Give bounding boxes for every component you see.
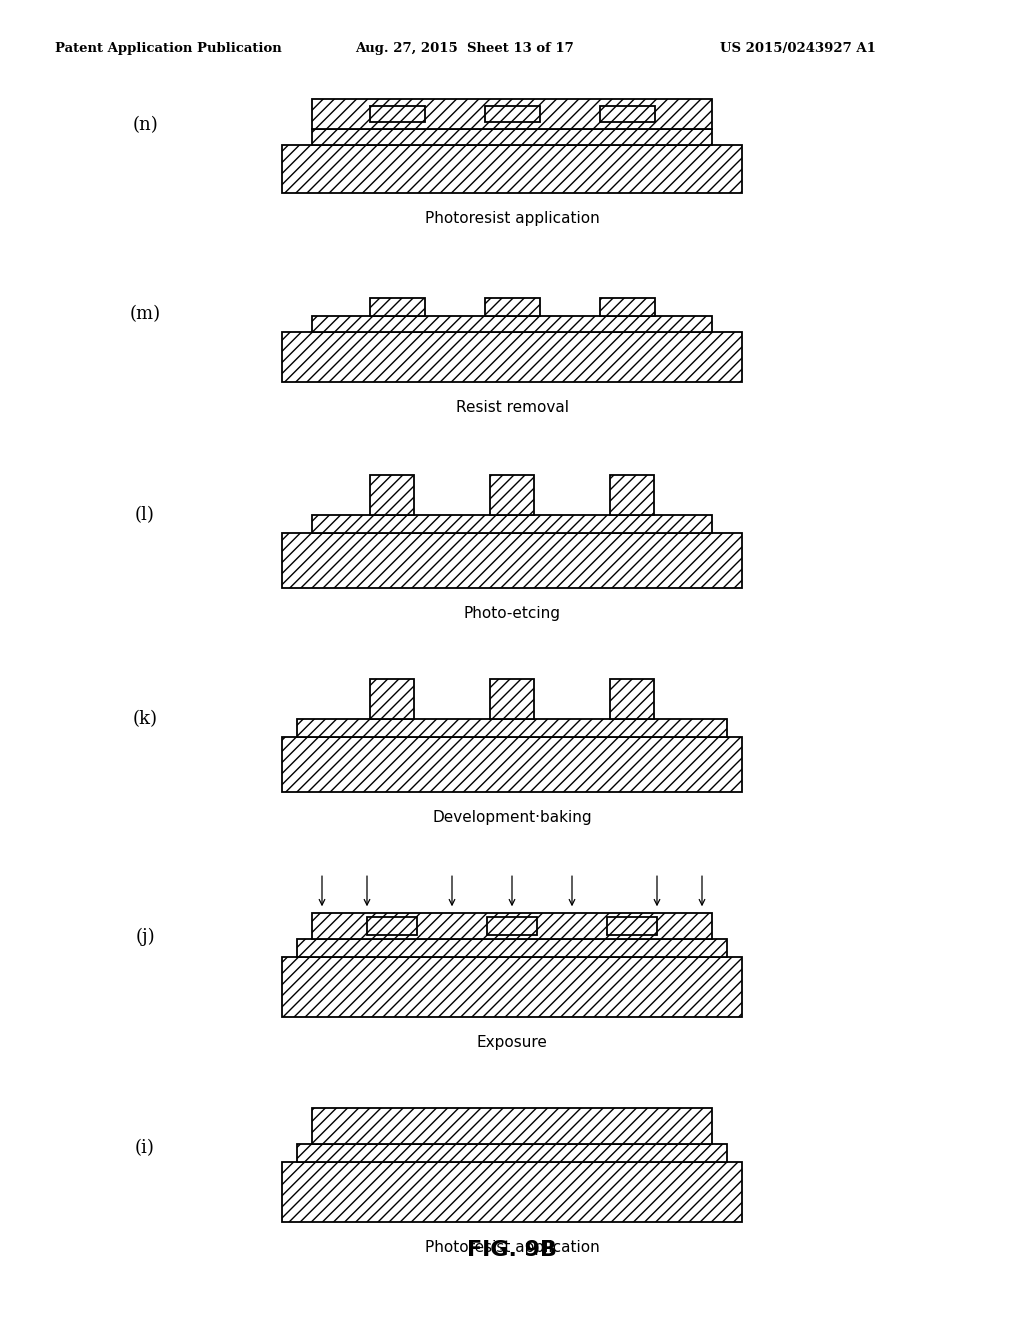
Text: (k): (k) bbox=[132, 710, 158, 729]
Text: (l): (l) bbox=[135, 506, 155, 524]
Text: Patent Application Publication: Patent Application Publication bbox=[55, 42, 282, 55]
Text: Development·baking: Development·baking bbox=[432, 810, 592, 825]
Text: Photoresist application: Photoresist application bbox=[425, 211, 599, 227]
Text: (m): (m) bbox=[129, 305, 161, 323]
Bar bbox=[610, 680, 654, 719]
Bar bbox=[607, 917, 657, 935]
Bar bbox=[312, 1109, 712, 1144]
Bar bbox=[282, 333, 742, 383]
Bar bbox=[312, 515, 712, 533]
Bar bbox=[484, 298, 540, 317]
Bar bbox=[312, 129, 712, 145]
Bar bbox=[297, 940, 727, 957]
Bar bbox=[599, 298, 654, 317]
Text: Photoresist application: Photoresist application bbox=[425, 1241, 599, 1255]
Text: (j): (j) bbox=[135, 928, 155, 946]
Bar bbox=[610, 475, 654, 515]
Bar bbox=[297, 1144, 727, 1163]
Text: Photo-etcing: Photo-etcing bbox=[464, 606, 560, 620]
Bar bbox=[370, 107, 425, 123]
Bar bbox=[282, 533, 742, 587]
Bar bbox=[282, 957, 742, 1018]
Text: Exposure: Exposure bbox=[476, 1035, 548, 1051]
Bar bbox=[490, 680, 534, 719]
Text: (i): (i) bbox=[135, 1139, 155, 1158]
Bar bbox=[599, 107, 654, 123]
Bar bbox=[367, 917, 417, 935]
Bar bbox=[312, 913, 712, 940]
Bar bbox=[297, 719, 727, 738]
Bar bbox=[312, 317, 712, 333]
Bar bbox=[487, 917, 537, 935]
Text: FIG. 9B: FIG. 9B bbox=[467, 1239, 557, 1261]
Bar bbox=[370, 680, 414, 719]
Bar bbox=[282, 1163, 742, 1222]
Bar bbox=[490, 475, 534, 515]
Bar bbox=[282, 145, 742, 194]
Text: US 2015/0243927 A1: US 2015/0243927 A1 bbox=[720, 42, 876, 55]
Text: Resist removal: Resist removal bbox=[456, 400, 568, 416]
Bar bbox=[312, 99, 712, 129]
Bar bbox=[484, 107, 540, 123]
Bar bbox=[282, 738, 742, 792]
Bar bbox=[370, 298, 425, 317]
Text: Aug. 27, 2015  Sheet 13 of 17: Aug. 27, 2015 Sheet 13 of 17 bbox=[355, 42, 573, 55]
Bar bbox=[370, 475, 414, 515]
Text: (n): (n) bbox=[132, 116, 158, 135]
